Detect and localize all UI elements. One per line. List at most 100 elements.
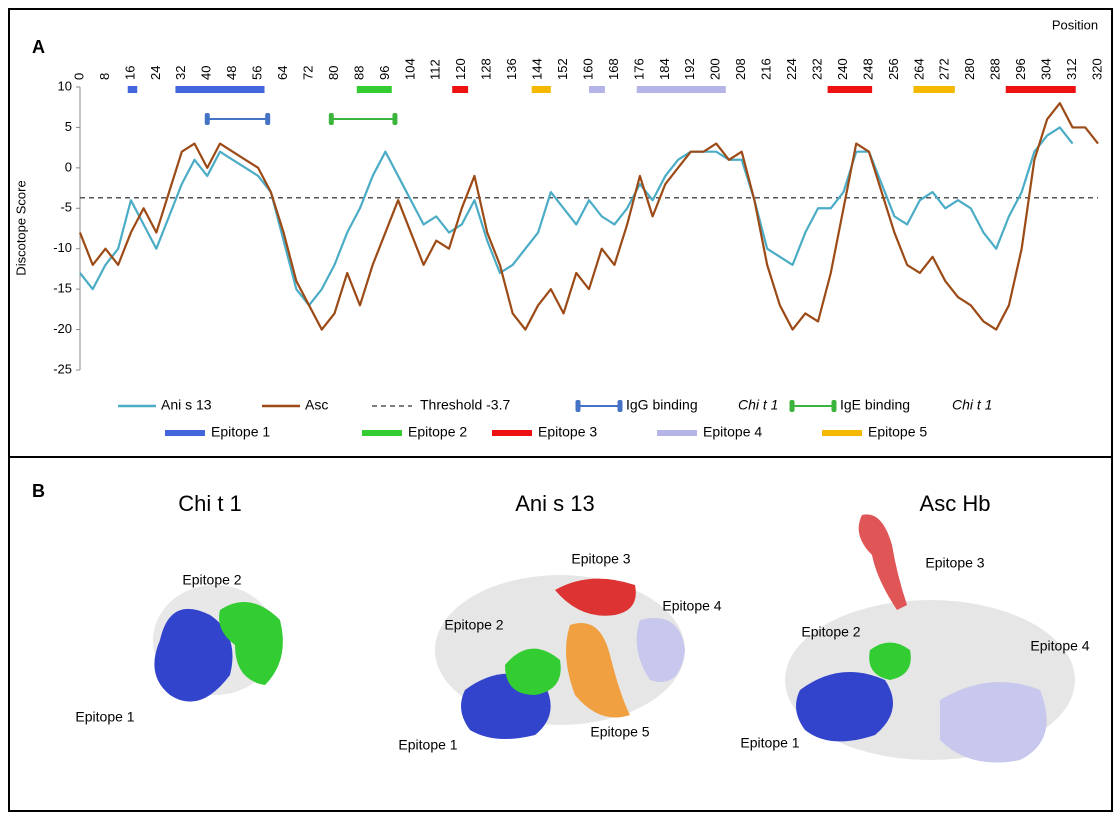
x-tick-label: 224: [784, 58, 799, 80]
x-tick-label: 264: [911, 58, 926, 80]
epitope-label: Epitope 4: [1030, 638, 1089, 654]
legend-label: IgG binding: [626, 397, 698, 413]
epitope-label: Epitope 2: [182, 572, 241, 588]
y-tick-label: 0: [65, 159, 72, 174]
legend-label: IgE binding: [840, 397, 910, 413]
legend-label: Epitope 3: [538, 424, 597, 440]
x-tick-label: 128: [479, 58, 494, 80]
legend-label: Threshold -3.7: [420, 397, 510, 413]
x-tick-label: 136: [504, 58, 519, 80]
figure: A B Position Discotope Score -25 -20 -15 -1…: [0, 0, 1117, 814]
binding-cap: [205, 113, 210, 125]
epitope-label: Epitope 1: [75, 709, 134, 725]
y-tick-label: -15: [53, 281, 72, 296]
structure-title: Asc Hb: [920, 491, 991, 516]
x-tick-label: 272: [937, 58, 952, 80]
x-tick-label: 208: [733, 58, 748, 80]
legend-swatch: [576, 400, 581, 412]
y-tick-label: -10: [53, 240, 72, 255]
x-tick-label: 112: [428, 59, 443, 80]
epitope-bar: [175, 86, 264, 93]
legend-label: Ani s 13: [161, 397, 212, 413]
x-tick-label: 216: [759, 58, 774, 80]
legend-label: Asc: [305, 397, 328, 413]
x-tick-label: 56: [250, 66, 265, 80]
y-tick-label: -20: [53, 321, 72, 336]
epitope-bar: [589, 86, 605, 93]
x-tick-label: 88: [351, 66, 366, 80]
x-tick-label: 16: [122, 66, 137, 80]
x-tick-label: 40: [199, 66, 214, 80]
epitope-bar: [357, 86, 392, 93]
series-line: [80, 103, 1098, 329]
epitope-label: Epitope 1: [740, 735, 799, 751]
x-tick-label: 80: [326, 66, 341, 80]
structure-title: Chi t 1: [178, 491, 242, 516]
x-tick-label: 192: [682, 58, 697, 80]
x-tick-label: 64: [275, 66, 290, 80]
epitope-label: Epitope 5: [590, 724, 649, 740]
epitope-label: Epitope 2: [801, 624, 860, 640]
legend-label: Chi t 1: [952, 397, 992, 413]
x-tick-label: 248: [860, 58, 875, 80]
binding-cap: [392, 113, 397, 125]
legend-swatch: [790, 400, 795, 412]
epitope-label: Epitope 3: [925, 555, 984, 571]
x-tick-label: 176: [631, 58, 646, 80]
structure-title: Ani s 13: [515, 491, 595, 516]
binding-cap: [329, 113, 334, 125]
x-tick-label: 72: [300, 66, 315, 80]
epitope-bar: [913, 86, 954, 93]
x-tick-label: 200: [708, 58, 723, 80]
x-tick-label: 152: [555, 58, 570, 80]
x-tick-label: 256: [886, 58, 901, 80]
legend-label: Epitope 5: [868, 424, 927, 440]
x-tick-label: 240: [835, 58, 850, 80]
y-axis-title: Discotope Score: [13, 180, 28, 275]
x-tick-label: 280: [962, 58, 977, 80]
surface: [940, 682, 1047, 763]
epitope-bar: [532, 86, 551, 93]
x-tick-label: 312: [1064, 58, 1079, 80]
series-line: [80, 127, 1073, 305]
epitope-label: Epitope 3: [571, 551, 630, 567]
y-tick-label: 5: [65, 119, 72, 134]
legend-label: Epitope 2: [408, 424, 467, 440]
y-tick-label: -5: [60, 200, 72, 215]
x-tick-label: 320: [1089, 58, 1104, 80]
y-tick-label: 10: [58, 78, 72, 93]
epitope-bar: [452, 86, 468, 93]
x-tick-label: 184: [657, 58, 672, 80]
epitope-bar: [828, 86, 873, 93]
x-axis-title: Position: [1052, 17, 1098, 32]
legend-swatch: [618, 400, 623, 412]
x-tick-label: 96: [377, 66, 392, 80]
epitope-bar: [128, 86, 138, 93]
x-tick-label: 304: [1039, 58, 1054, 80]
x-tick-label: 144: [530, 58, 545, 80]
y-tick-label: -25: [53, 361, 72, 376]
epitope-bar: [1006, 86, 1076, 93]
x-tick-label: 232: [809, 58, 824, 80]
binding-cap: [265, 113, 270, 125]
x-tick-label: 120: [453, 58, 468, 80]
panel-label: B: [32, 481, 45, 501]
x-tick-label: 168: [606, 58, 621, 80]
epitope-label: Epitope 2: [444, 617, 503, 633]
legend-label: Epitope 4: [703, 424, 762, 440]
epitope-label: Epitope 1: [398, 737, 457, 753]
structures: Chi t 1 Epitope 2 Epitope 1 Ani s 13 Epi…: [75, 491, 1089, 763]
surface: [859, 514, 907, 610]
x-tick-label: 8: [97, 73, 112, 80]
x-tick-label: 288: [988, 58, 1003, 80]
x-tick-label: 0: [71, 73, 86, 80]
x-tick-label: 48: [224, 66, 239, 80]
epitope-label: Epitope 4: [662, 598, 721, 614]
x-tick-label: 104: [402, 58, 417, 80]
x-tick-label: 160: [580, 58, 595, 80]
x-tick-label: 296: [1013, 58, 1028, 80]
x-tick-label: 24: [148, 66, 163, 80]
panel-label: A: [32, 37, 45, 57]
x-tick-label: 32: [173, 66, 188, 80]
